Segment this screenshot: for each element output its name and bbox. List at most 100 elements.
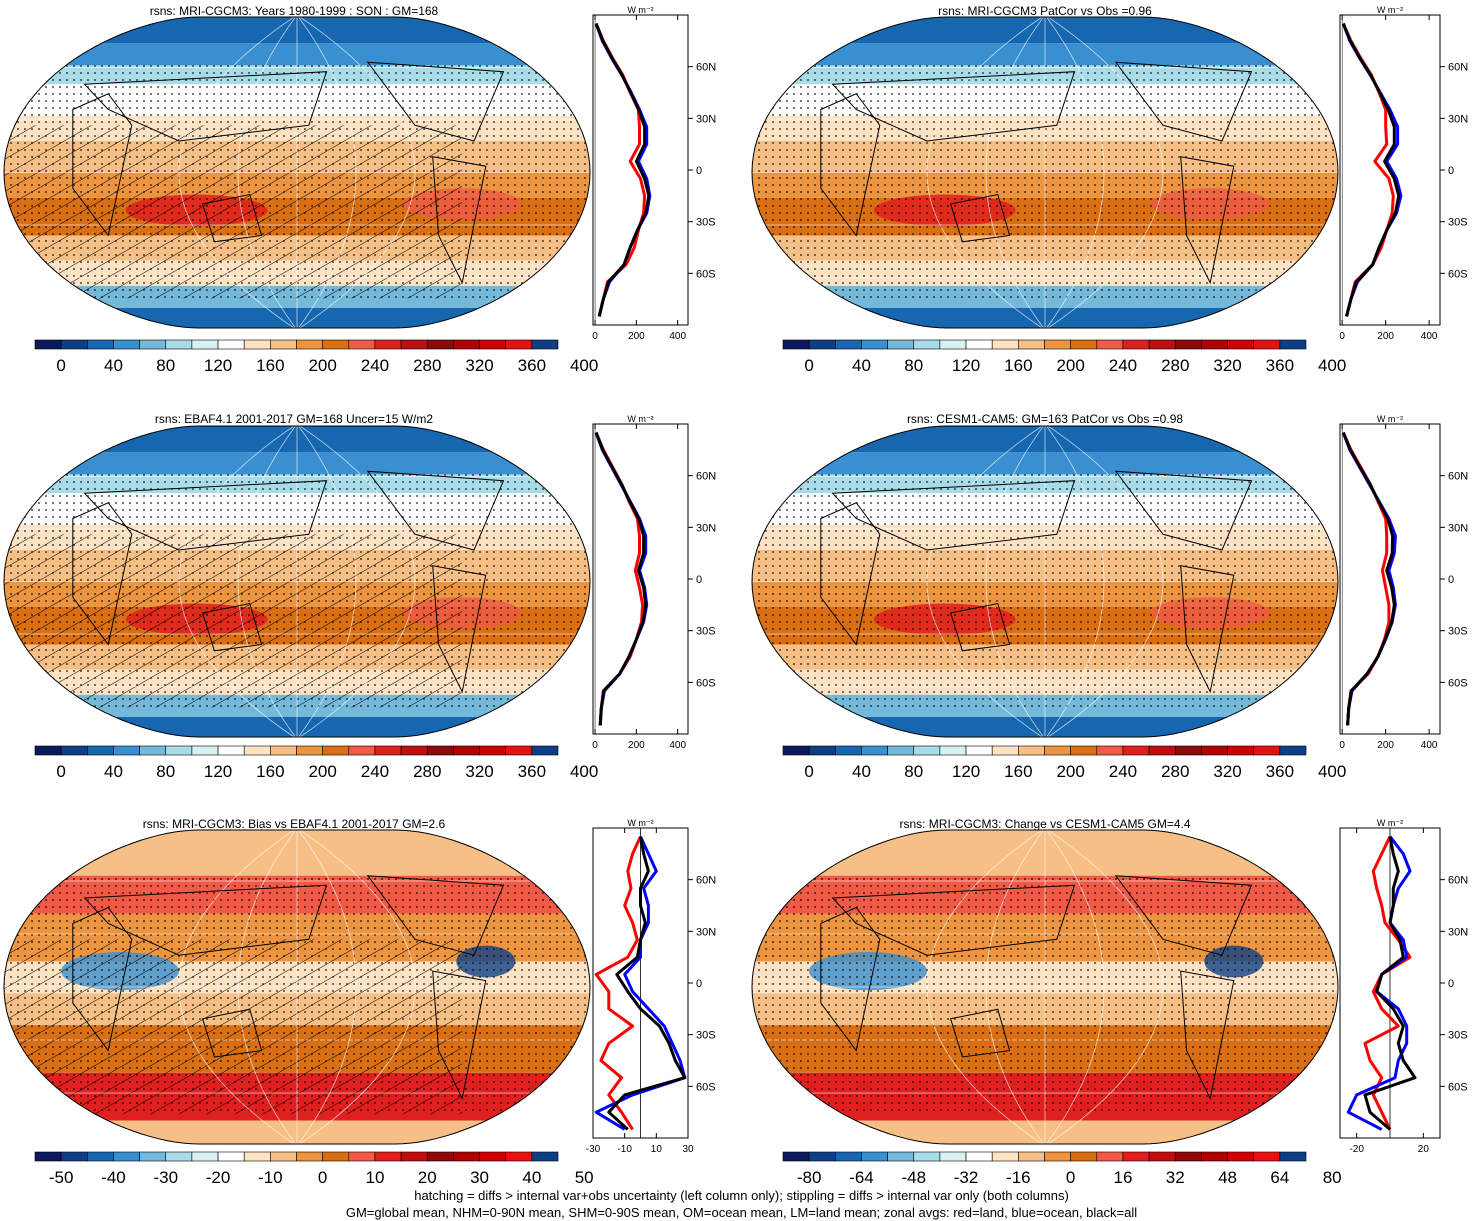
colorbar-tick-label: 40 [852, 356, 871, 375]
colorbar-tick-label: 40 [104, 356, 123, 375]
colorbar: -80 -64 -48 -32 -16 0 16 32 48 64 80 [782, 1151, 1342, 1187]
colorbar-swatch [1070, 1151, 1098, 1162]
profile-unit-label: W m⁻² [627, 5, 653, 15]
colorbar-swatch [782, 1151, 810, 1162]
lat-tick-label: 30S [1448, 217, 1468, 229]
panel-title: rsns: MRI-CGCM3 PatCor vs Obs =0.96 [938, 4, 1152, 18]
lat-tick-label: 60S [1448, 1081, 1468, 1093]
colorbar-swatch [60, 339, 88, 350]
colorbar-tick-label: 200 [308, 762, 336, 781]
lat-tick-label: 30N [696, 113, 716, 125]
lat-tick-label: 30N [1448, 522, 1468, 534]
global-map [751, 425, 1339, 738]
lat-tick-label: 30S [1448, 1030, 1468, 1042]
colorbar-tick-label: 120 [952, 762, 980, 781]
colorbar-swatch [139, 339, 167, 350]
global-map [3, 425, 591, 738]
colorbar-swatch [1227, 1151, 1254, 1162]
colorbar-tick-label: 320 [465, 356, 493, 375]
colorbar-tick-label: 240 [361, 356, 389, 375]
zonal-mean-profile: W m⁻² 60N 30N 0 30S 60S -20 20 [1339, 818, 1468, 1155]
colorbar-tick-label: 80 [904, 762, 923, 781]
colorbar-tick-label: -20 [206, 1168, 231, 1187]
colorbar-tick-label: 280 [1161, 356, 1189, 375]
profile-unit-label: W m⁻² [1377, 818, 1403, 828]
lat-tick-label: 30N [1448, 926, 1468, 938]
colorbar-swatch [913, 339, 941, 350]
colorbar-swatch [1174, 1151, 1202, 1162]
colorbar-swatch [348, 1151, 376, 1162]
colorbar-swatch [453, 1151, 480, 1162]
profile-series-ocean [1341, 23, 1403, 317]
colorbar-swatch [991, 1151, 1019, 1162]
colorbar-swatch [191, 1151, 219, 1162]
profile-series-all [594, 432, 648, 726]
colorbar-swatch [400, 745, 428, 756]
colorbar-tick-label: 200 [1056, 762, 1084, 781]
colorbar-swatch [34, 1151, 62, 1162]
profile-series-all [594, 23, 651, 317]
colorbar-swatch [217, 745, 245, 756]
colorbar-swatch [1279, 1151, 1307, 1162]
colorbar-tick-label: 80 [904, 356, 923, 375]
colorbar-swatch [834, 745, 862, 756]
zonal-mean-profile: W m⁻² 60N 30N 0 30S 60S 0 200 400 [1339, 5, 1468, 342]
colorbar-swatch [808, 339, 836, 350]
colorbar-swatch [808, 745, 836, 756]
profile-x-tick-label: 200 [628, 740, 645, 751]
colorbar-swatch [939, 339, 967, 350]
colorbar-swatch [1122, 745, 1150, 756]
lat-tick-label: 0 [1448, 978, 1454, 990]
profile-x-tick-label: 0 [592, 740, 598, 751]
colorbar-swatch [1018, 1151, 1045, 1162]
global-map [751, 829, 1339, 1145]
lat-tick-label: 60S [1448, 677, 1468, 689]
colorbar-swatch [1018, 339, 1045, 350]
colorbar-swatch [348, 745, 376, 756]
colorbar-swatch [86, 339, 114, 350]
colorbar-tick-label: -16 [1006, 1168, 1031, 1187]
colorbar-swatch [965, 745, 993, 756]
colorbar-swatch [913, 1151, 941, 1162]
lat-tick-label: 0 [1448, 574, 1454, 586]
profile-x-tick-label: 10 [651, 1144, 663, 1155]
colorbar-swatch [243, 339, 271, 350]
colorbar-tick-label: 50 [575, 1168, 594, 1187]
colorbar-swatch [86, 745, 114, 756]
profile-series-land [594, 432, 645, 726]
lat-tick-label: 60N [1448, 62, 1468, 74]
colorbar-swatch [374, 1151, 402, 1162]
colorbar-tick-label: 40 [852, 762, 871, 781]
colorbar-swatch [1279, 339, 1307, 350]
colorbar-tick-label: 0 [1066, 1168, 1075, 1187]
colorbar-swatch [113, 745, 140, 756]
colorbar-swatch [348, 339, 376, 350]
colorbar-tick-label: 360 [1266, 762, 1294, 781]
lat-tick-label: 60N [696, 471, 716, 483]
colorbar-swatch [322, 745, 350, 756]
colorbar-tick-label: 280 [413, 762, 441, 781]
colorbar-swatch [1174, 339, 1202, 350]
profile-series-land [1341, 22, 1395, 317]
colorbar-swatch [165, 745, 193, 756]
colorbar-swatch [374, 339, 402, 350]
colorbar-tick-label: 160 [256, 762, 284, 781]
lat-tick-label: 30S [696, 217, 716, 229]
colorbar: 0 40 80 120 160 200 240 280 320 360 400 [34, 339, 598, 375]
colorbar-swatch [1279, 745, 1307, 756]
colorbar-swatch [270, 339, 297, 350]
colorbar-swatch [165, 1151, 193, 1162]
colorbar-swatch [531, 339, 559, 350]
colorbar-swatch [1201, 339, 1228, 350]
colorbar-swatch [453, 339, 480, 350]
panel-title: rsns: MRI-CGCM3: Years 1980-1999 : SON :… [149, 4, 439, 18]
colorbar-tick-label: 200 [1056, 356, 1084, 375]
colorbar-swatch [270, 745, 297, 756]
colorbar-swatch [139, 745, 167, 756]
zonal-mean-profile: W m⁻² 60N 30N 0 30S 60S -30 -10 10 30 [586, 818, 716, 1155]
lat-tick-label: 60S [1448, 268, 1468, 280]
lat-tick-label: 60S [696, 1081, 716, 1093]
profile-series-land [1363, 835, 1412, 1131]
colorbar-swatch [1096, 1151, 1124, 1162]
colorbar-tick-label: -80 [797, 1168, 822, 1187]
